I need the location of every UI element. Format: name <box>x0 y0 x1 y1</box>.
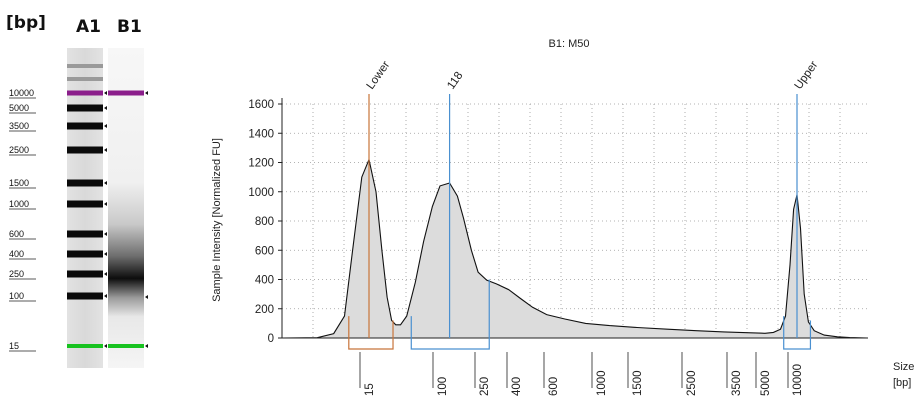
x-tick-label: 3500 <box>731 370 743 396</box>
x-tick-label: 1500 <box>632 370 644 396</box>
ladder-band <box>67 146 103 154</box>
x-tick-label: 1000 <box>596 370 608 396</box>
x-tick-label: 15 <box>364 383 376 396</box>
ladder-band-marker <box>104 294 107 298</box>
lane-b1-band-marker <box>145 344 148 348</box>
ladder-band-marker <box>104 272 107 276</box>
lane-b1 <box>108 48 144 368</box>
ladder-band <box>67 200 103 208</box>
y-tick-label: 800 <box>255 216 274 228</box>
trace-area <box>282 159 868 338</box>
x-tick-label: 5000 <box>760 370 772 396</box>
lane-b1-lower-marker <box>108 344 144 348</box>
peak-label: Lower <box>365 59 393 92</box>
y-tick-label: 1200 <box>248 158 274 170</box>
ladder-band <box>67 90 103 96</box>
x-tick-label: 10000 <box>792 364 804 396</box>
x-tick-label: 400 <box>511 377 523 396</box>
lane-a1-shade <box>67 48 103 368</box>
ladder-band <box>67 230 103 238</box>
ladder-band <box>67 344 103 348</box>
ladder-band <box>67 179 103 187</box>
ladder-band-marker <box>104 124 107 128</box>
y-tick-label: 0 <box>268 333 274 345</box>
lane-a1-smear <box>67 77 103 81</box>
ladder-band <box>67 270 103 278</box>
y-tick-label: 1400 <box>248 128 274 140</box>
x-axis-label-size: Size <box>893 361 914 373</box>
region-bracket <box>783 316 812 350</box>
ladder-label: 15 <box>9 341 19 351</box>
ladder-band-marker <box>104 181 107 185</box>
ladder-band-marker <box>104 202 107 206</box>
ladder-label: 400 <box>9 249 24 259</box>
ladder-label: 1000 <box>9 199 29 209</box>
y-tick-label: 1600 <box>248 99 274 111</box>
ladder-band-marker <box>104 252 107 256</box>
lane-label-a1: A1 <box>76 17 101 37</box>
chart-title: B1: M50 <box>549 38 590 50</box>
ladder-band-marker <box>104 106 107 110</box>
x-tick-label: 600 <box>548 377 560 396</box>
ladder-label: 600 <box>9 229 24 239</box>
lane-b1-band-marker <box>145 91 148 95</box>
ladder-band <box>67 122 103 130</box>
lane-label-b1: B1 <box>117 17 142 37</box>
peak-label: 118 <box>445 70 465 92</box>
x-axis-label-unit: [bp] <box>893 377 911 389</box>
ladder-band-marker <box>104 91 107 95</box>
ladder-band-marker <box>104 344 107 348</box>
gel-unit-label: [bp] <box>6 13 46 33</box>
lane-a1-smear <box>67 64 103 68</box>
ladder-label: 1500 <box>9 178 29 188</box>
lane-b1-band-marker <box>145 295 148 299</box>
ladder-band-marker <box>104 232 107 236</box>
peak-label: Upper <box>793 59 821 92</box>
y-tick-label: 600 <box>255 245 274 257</box>
y-tick-label: 200 <box>255 304 274 316</box>
lane-b1-upper-marker <box>108 90 144 96</box>
y-tick-label: 1000 <box>248 187 274 199</box>
x-tick-label: 250 <box>479 377 491 396</box>
y-tick-label: 400 <box>255 275 274 287</box>
ladder-label-column: 10000 5000 3500 2500 1500 1000 600 400 250 100 15 <box>9 88 36 352</box>
ladder-band-marker <box>104 148 107 152</box>
x-tick-label: 100 <box>437 377 449 396</box>
gel-image <box>67 48 148 368</box>
ladder-label: 250 <box>9 269 24 279</box>
ladder-label: 2500 <box>9 145 29 155</box>
region-bracket <box>410 279 490 350</box>
ladder-label: 10000 <box>9 88 34 98</box>
ladder-label: 5000 <box>9 103 29 113</box>
ladder-band <box>67 250 103 258</box>
trace-line <box>281 157 869 339</box>
x-tick-label: 2500 <box>686 370 698 396</box>
electropherogram-chart: 0 200 400 600 800 1000 1200 1400 1600 15 100 250 400… <box>248 59 869 396</box>
region-bracket <box>348 316 394 350</box>
ladder-band <box>67 292 103 300</box>
ladder-label: 100 <box>9 291 24 301</box>
ladder-band <box>67 104 103 112</box>
ladder-label: 3500 <box>9 121 29 131</box>
y-axis-label: Sample Intensity [Normalized FU] <box>211 138 223 302</box>
